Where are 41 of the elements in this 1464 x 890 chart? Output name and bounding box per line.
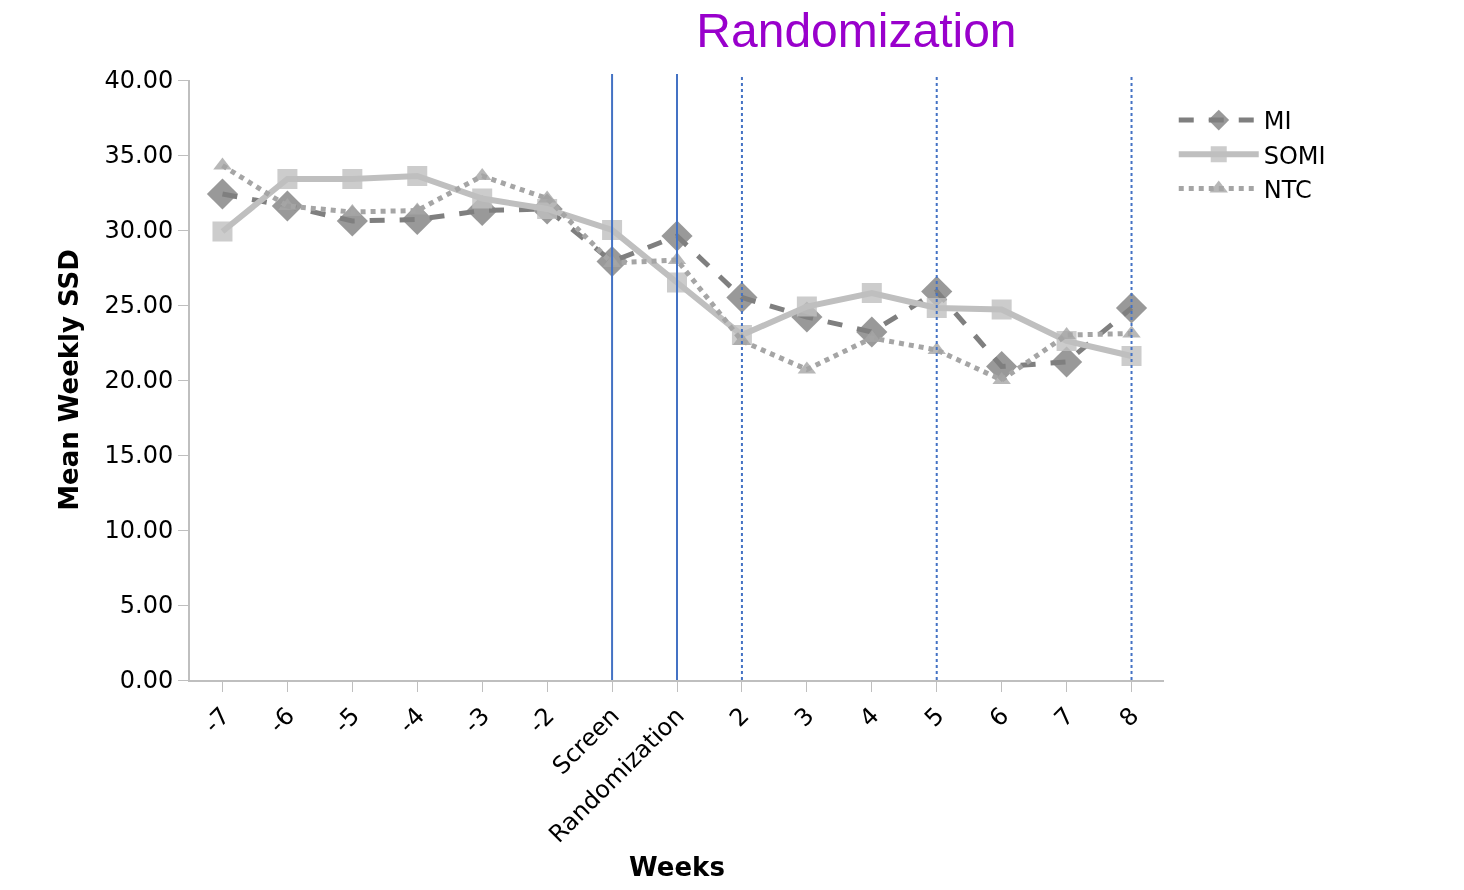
y-tick-label: 30.00 [104, 216, 174, 245]
x-tick-label: -6 [263, 701, 301, 739]
point [796, 296, 817, 317]
y-tick-label: 40.00 [104, 66, 174, 95]
point [277, 169, 298, 189]
y-tick-label: 35.00 [104, 141, 174, 170]
y-axis-title: Mean Weekly SSD [54, 249, 85, 511]
point [407, 166, 428, 186]
x-tick-label: -3 [458, 701, 495, 739]
legend-label: MI [1263, 107, 1292, 136]
x-tick-label: 5 [918, 701, 950, 733]
point [861, 283, 882, 303]
y-tick-label: 5.00 [119, 591, 174, 620]
y-tick-label: 25.00 [104, 291, 174, 320]
chart-title: Randomization [696, 3, 1017, 57]
x-tick-label: 6 [983, 701, 1015, 733]
y-tick-label: 10.00 [104, 516, 174, 545]
point [206, 178, 239, 210]
x-tick-label: 2 [724, 701, 755, 733]
point [472, 188, 493, 209]
point [212, 221, 233, 242]
point [342, 169, 363, 189]
y-tick-label: 0.00 [119, 666, 174, 695]
x-tick-label: 3 [788, 701, 820, 733]
point [1121, 346, 1142, 366]
legend-label: SOMI [1263, 141, 1326, 170]
x-tick-label: -5 [328, 701, 366, 739]
x-axis-title: Weeks [629, 851, 725, 882]
x-tick-label: 4 [853, 701, 885, 733]
point [602, 220, 623, 240]
point [1115, 292, 1148, 324]
legend-label: NTC [1263, 175, 1312, 204]
point [991, 299, 1012, 320]
y-tick-label: 20.00 [104, 366, 174, 395]
point [926, 298, 947, 318]
x-tick-label: -7 [198, 701, 236, 739]
x-tick-label: -4 [393, 701, 430, 739]
x-tick-label: 7 [1048, 701, 1080, 733]
x-tick-label: 8 [1113, 701, 1145, 733]
point [726, 281, 758, 314]
y-tick-label: 15.00 [104, 441, 174, 470]
